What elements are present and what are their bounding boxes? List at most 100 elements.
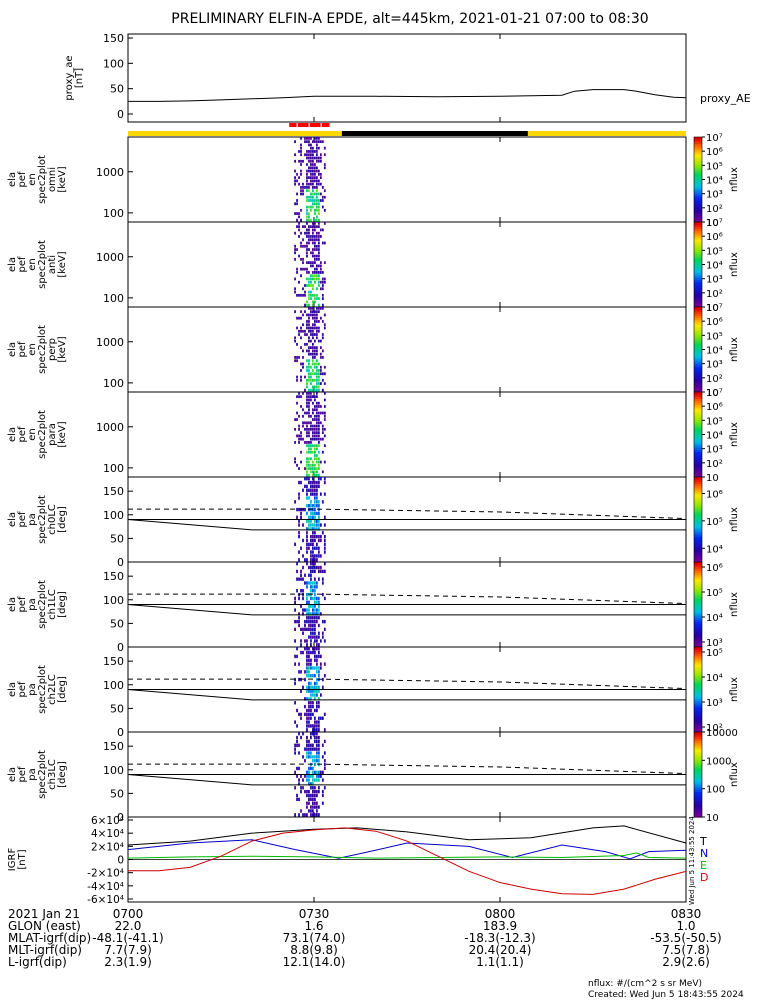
colorbar-segment xyxy=(694,426,702,429)
colorbar-segment xyxy=(694,364,702,368)
spectrogram-pixel xyxy=(323,382,326,385)
spectrogram-pixel xyxy=(314,654,316,659)
colorbar-segment xyxy=(694,574,702,578)
spectrogram-pixel xyxy=(302,421,304,425)
spectrogram-pixel xyxy=(312,189,314,193)
panel-frame xyxy=(127,306,687,393)
spectrogram-pixel xyxy=(296,743,298,747)
spectrogram-pixel xyxy=(310,150,312,153)
spectrogram-pixel xyxy=(306,801,308,805)
spectrogram-pixel xyxy=(319,405,322,408)
spectrogram-pixel xyxy=(317,666,320,670)
spectrogram-pixel xyxy=(312,813,314,817)
spectrogram-pixel xyxy=(315,608,318,612)
spectrogram-pixel xyxy=(308,195,310,199)
colorbar-segment xyxy=(694,504,702,508)
spectrogram-pixel xyxy=(310,176,312,179)
spectrogram-pixel xyxy=(321,677,324,682)
spectrogram-pixel xyxy=(319,182,322,186)
spectrogram-pixel xyxy=(317,685,320,689)
spectrogram-pixel xyxy=(310,280,312,284)
spectrogram-pixel xyxy=(317,225,320,229)
spectrogram-pixel xyxy=(315,352,318,356)
spectrogram-pixel xyxy=(315,257,318,261)
spectrogram-pixel xyxy=(314,293,316,297)
spectrogram-pixel xyxy=(314,592,316,597)
spectrogram-pixel xyxy=(317,159,320,163)
spectrogram-pixel xyxy=(312,492,314,496)
spectrogram-pixel xyxy=(315,681,318,686)
spectrogram-pixel xyxy=(321,271,324,274)
spectrogram-pixel xyxy=(315,140,318,144)
colorbar-segment xyxy=(694,530,702,533)
spectrogram-pixel xyxy=(312,261,314,264)
spectrogram-pixel xyxy=(294,720,296,724)
spectrogram-pixel xyxy=(302,365,304,369)
y-axis-label: ela xyxy=(7,342,18,357)
spectrogram-pixel xyxy=(317,280,320,284)
spectrogram-pixel xyxy=(323,189,326,193)
spectrogram-pixel xyxy=(298,392,300,395)
spectrogram-pixel xyxy=(298,797,300,802)
spectrogram-pixel xyxy=(314,759,316,763)
spectrogram-pixel xyxy=(310,674,312,678)
colorbar-segment xyxy=(694,808,702,812)
spectrogram-pixel xyxy=(312,589,314,593)
spectrogram-pixel xyxy=(294,287,296,291)
y-axis-label: en xyxy=(27,343,38,356)
colorbar-segment xyxy=(694,443,702,446)
y-tick-label: 50 xyxy=(110,617,124,630)
spectrogram-pixel xyxy=(317,303,320,307)
figure-title: PRELIMINARY ELFIN-A EPDE, alt=445km, 202… xyxy=(171,11,648,27)
spectrogram-pixel xyxy=(315,287,318,291)
spectrogram-pixel xyxy=(306,150,308,153)
colorbar-tick-label: 10⁶ xyxy=(706,402,723,413)
colorbar-segment xyxy=(694,404,702,408)
spectrogram-pixel xyxy=(308,297,310,300)
spectrogram-pixel xyxy=(312,623,314,628)
colorbar-tick-label: 10⁷ xyxy=(706,303,723,314)
spectrogram-pixel xyxy=(296,218,298,222)
colorbar-tick-label: 10⁶ xyxy=(706,563,723,574)
y-tick-label: 100 xyxy=(103,462,124,475)
spectrogram-pixel xyxy=(306,708,308,713)
colorbar-segment xyxy=(694,460,702,463)
spectrogram-pixel xyxy=(310,708,312,713)
spectrogram-pixel xyxy=(314,339,316,343)
spectrogram-pixel xyxy=(310,774,312,778)
colorbar-tick-label: 10⁶ xyxy=(706,489,723,500)
spectrogram-pixel xyxy=(308,685,310,689)
spectrogram-pixel xyxy=(312,378,314,382)
spectrogram-pixel xyxy=(323,492,326,496)
colorbar-segment xyxy=(694,521,702,525)
colorbar-segment xyxy=(694,710,702,714)
spectrogram-pixel xyxy=(317,248,320,251)
spectrogram-pixel xyxy=(317,231,320,235)
spectrogram-pixel xyxy=(317,375,320,379)
colorbar-segment xyxy=(694,608,702,612)
spectrogram-pixel xyxy=(308,793,310,798)
spectrogram-pixel xyxy=(306,562,308,566)
colorbar-tick-label: 10² xyxy=(706,289,723,300)
spectrogram-pixel xyxy=(296,724,298,728)
spectrogram-pixel xyxy=(308,189,310,193)
spectrogram-pixel xyxy=(300,316,302,320)
spectrogram-pixel xyxy=(323,313,326,317)
spectrogram-pixel xyxy=(323,562,326,566)
spectrogram-pixel xyxy=(294,290,296,294)
spectrogram-pixel xyxy=(312,182,314,186)
colorbar-segment xyxy=(694,383,702,387)
colorbar-segment xyxy=(694,417,702,421)
colorbar-segment xyxy=(694,783,702,786)
spectrogram-pixel xyxy=(308,150,310,153)
spectrogram-pixel xyxy=(294,231,296,235)
spectrogram-pixel xyxy=(317,523,320,527)
colorbar-segment xyxy=(694,812,702,816)
spectrogram-pixel xyxy=(314,577,316,581)
spectrogram-pixel xyxy=(310,585,312,589)
spectrogram-pixel xyxy=(323,222,326,225)
colorbar-segment xyxy=(694,583,702,586)
spectrogram-pixel xyxy=(304,619,306,624)
spectrogram-pixel xyxy=(315,658,318,662)
colorbar-segment xyxy=(694,551,702,555)
